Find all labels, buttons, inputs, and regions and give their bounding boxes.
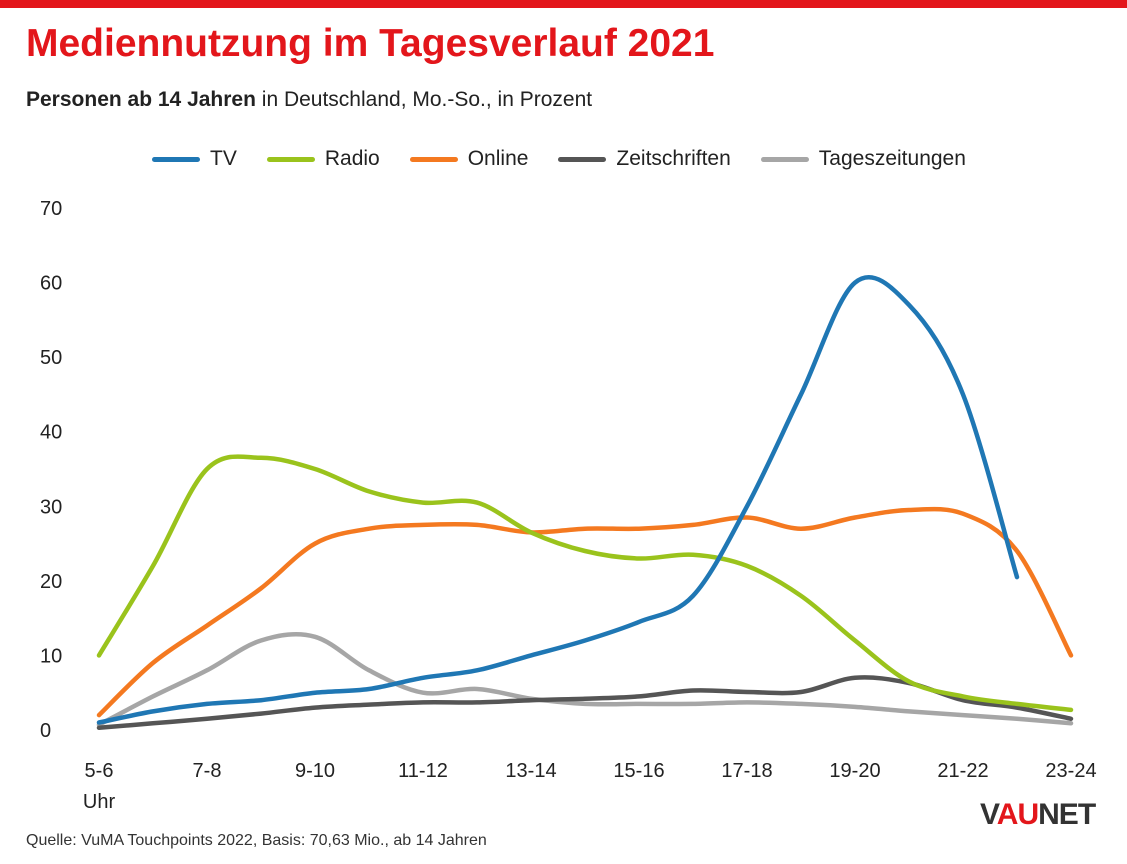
subtitle-bold: Personen ab 14 Jahren — [26, 88, 256, 111]
top-accent-bar — [0, 0, 1127, 8]
legend-swatch — [152, 156, 200, 162]
legend-label: Online — [467, 147, 529, 170]
x-tick-label: 21-22 — [937, 760, 988, 782]
y-tick-label: 0 — [40, 720, 51, 742]
y-tick-label: 10 — [40, 645, 62, 667]
y-tick-label: 60 — [40, 273, 62, 295]
vaunet-logo: VAUNET — [980, 798, 1096, 831]
subtitle-rest: in Deutschland, Mo.-So., in Prozent — [255, 88, 593, 111]
legend-swatch — [409, 156, 458, 162]
legend-label: Zeitschriften — [616, 147, 731, 170]
x-tick-label: 7-8 — [193, 760, 222, 782]
chart-subtitle: Personen ab 14 Jahren in Deutschland, Mo… — [26, 88, 592, 112]
source-note: Quelle: VuMA Touchpoints 2022, Basis: 70… — [26, 832, 487, 849]
y-tick-label: 70 — [40, 198, 62, 220]
legend-swatch — [558, 156, 607, 162]
line-chart: 0 10 20 30 40 50 60 70 5-6 7-8 9-10 11-12 13-14 15-16… — [40, 198, 1097, 813]
y-tick-label: 40 — [40, 422, 62, 444]
chart-legend: TV Radio Online Zeitschriften Tageszeitungen — [152, 146, 996, 172]
legend-item-tv: TV — [152, 147, 237, 171]
legend-item-tageszeitungen: Tageszeitungen — [760, 147, 966, 171]
x-tick-label: 17-18 — [721, 760, 772, 782]
series-line-tageszeitungen — [96, 632, 1074, 728]
series-line-online — [96, 506, 1074, 718]
y-tick-label: 50 — [40, 347, 62, 369]
x-tick-sublabel: Uhr — [83, 791, 116, 813]
x-tick-label: 9-10 — [295, 760, 335, 782]
legend-swatch — [760, 156, 809, 162]
x-tick-label: 11-12 — [398, 760, 448, 782]
y-tick-label: 30 — [40, 496, 62, 518]
x-tick-label: 5-6 — [85, 760, 114, 782]
chart-title: Mediennutzung im Tagesverlauf 2021 — [26, 22, 715, 65]
legend-swatch — [266, 156, 315, 162]
x-tick-label: 13-14 — [505, 760, 556, 782]
x-tick-label: 23-24 — [1045, 760, 1096, 782]
legend-item-radio: Radio — [266, 147, 380, 171]
y-tick-label: 20 — [40, 571, 62, 593]
series-line-radio — [96, 454, 1074, 713]
legend-label: Tageszeitungen — [818, 147, 966, 170]
x-tick-label: 15-16 — [613, 760, 664, 782]
legend-label: TV — [210, 147, 237, 170]
legend-label: Radio — [324, 147, 380, 170]
series-line-tv — [96, 275, 1020, 725]
legend-item-online: Online — [409, 147, 529, 171]
legend-item-zeitschriften: Zeitschriften — [558, 147, 731, 171]
x-tick-label: 19-20 — [829, 760, 880, 782]
